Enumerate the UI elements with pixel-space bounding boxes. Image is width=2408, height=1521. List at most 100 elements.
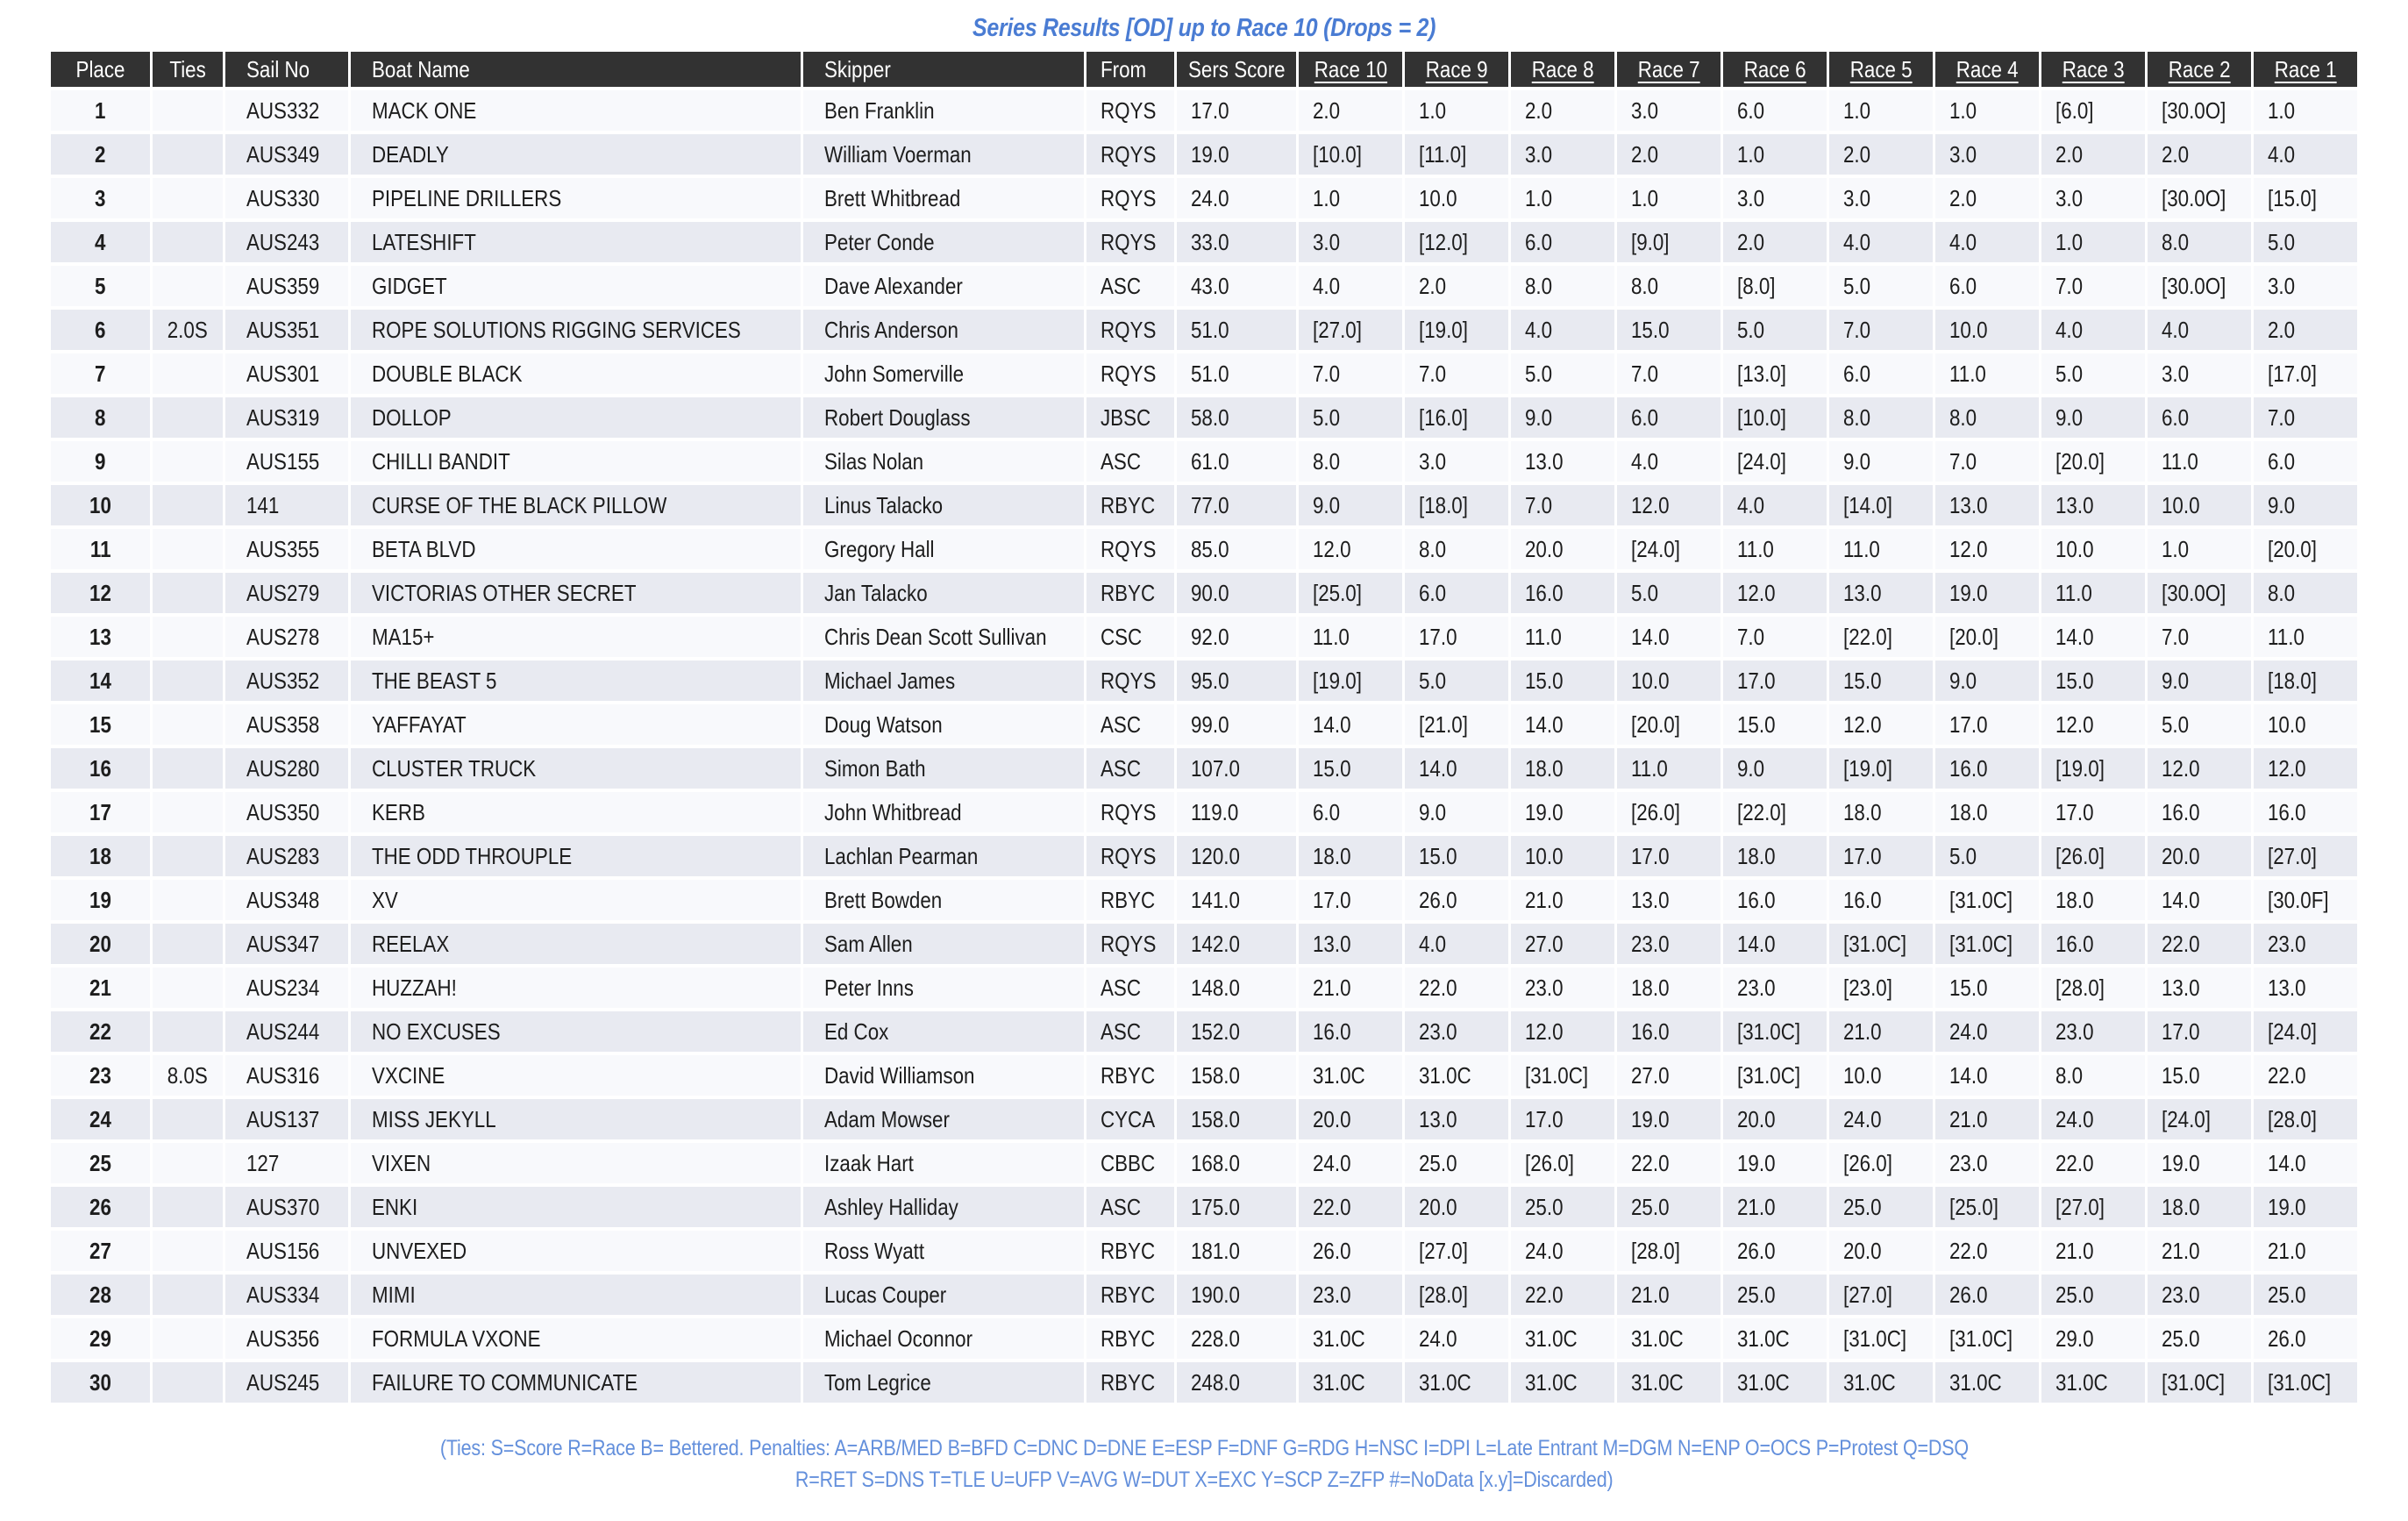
race-5-score-cell: 5.0: [1829, 266, 1934, 306]
race-score-value: 21.0: [2268, 1237, 2306, 1264]
race-3-link[interactable]: Race 3: [2062, 55, 2125, 82]
race-1-score-cell: 7.0: [2254, 397, 2358, 438]
race-2-score-cell: 16.0: [2148, 792, 2252, 832]
place-value: 5: [95, 272, 106, 299]
from-value: CBBC: [1101, 1149, 1156, 1176]
race-score-value: 24.0: [1313, 1149, 1351, 1176]
place-cell: 27: [50, 1231, 150, 1271]
race-9-score-cell: 31.0C: [1405, 1055, 1509, 1096]
race-5-score-cell: 11.0: [1829, 529, 1934, 569]
from-cell: RQYS: [1086, 90, 1175, 131]
skipper-value: Brett Whitbread: [824, 184, 961, 211]
race-5-link[interactable]: Race 5: [1849, 55, 1913, 82]
race-8-score-cell: 3.0: [1511, 134, 1615, 175]
race-6-link[interactable]: Race 6: [1743, 55, 1806, 82]
header-race-8: Race 8: [1511, 52, 1615, 87]
result-row: 10 141 CURSE OF THE BLACK PILLOW Linus Tala…: [50, 485, 2358, 525]
race-10-link[interactable]: Race 10: [1314, 55, 1387, 82]
boat-name-value: THE BEAST 5: [371, 667, 497, 694]
race-score-value: [30.0O]: [2162, 579, 2226, 606]
race-7-link[interactable]: Race 7: [1637, 55, 1700, 82]
race-9-link[interactable]: Race 9: [1425, 55, 1488, 82]
race-1-link[interactable]: Race 1: [2274, 55, 2337, 82]
race-9-score-cell: [28.0]: [1405, 1275, 1509, 1315]
race-2-score-cell: 4.0: [2148, 310, 2252, 350]
race-score-value: 15.0: [1631, 316, 1670, 343]
race-2-link[interactable]: Race 2: [2168, 55, 2231, 82]
race-score-value: 5.0: [1949, 842, 1977, 869]
race-score-value: [20.0]: [1949, 623, 1999, 650]
sers-score-value: 85.0: [1191, 535, 1229, 562]
race-6-score-cell: [31.0C]: [1723, 1011, 1827, 1052]
skipper-value: Michael Oconnor: [824, 1325, 973, 1352]
skipper-value: Jan Talacko: [824, 579, 928, 606]
race-10-score-cell: [25.0]: [1299, 573, 1403, 613]
race-7-score-cell: 13.0: [1617, 880, 1721, 920]
place-value: 17: [89, 798, 111, 825]
sers-score-value: 248.0: [1191, 1368, 1241, 1396]
race-6-score-cell: 15.0: [1723, 704, 1827, 745]
boat-name-value: KERB: [371, 798, 425, 825]
from-cell: RQYS: [1086, 222, 1175, 262]
sers-score-value: 141.0: [1191, 886, 1241, 913]
race-score-value: [27.0]: [1313, 316, 1363, 343]
race-score-value: 21.0: [1631, 1281, 1670, 1308]
race-4-link[interactable]: Race 4: [1956, 55, 2019, 82]
race-1-score-cell: 22.0: [2254, 1055, 2358, 1096]
sers-score-value: 175.0: [1191, 1193, 1241, 1220]
race-8-link[interactable]: Race 8: [1531, 55, 1594, 82]
from-value: ASC: [1101, 272, 1142, 299]
race-10-score-cell: 1.0: [1299, 178, 1403, 218]
race-score-value: 19.0: [1737, 1149, 1776, 1176]
sail-no-value: AUS352: [246, 667, 320, 694]
from-cell: RQYS: [1086, 924, 1175, 964]
race-2-score-cell: 7.0: [2148, 617, 2252, 657]
ties-cell: [152, 441, 223, 482]
race-10-score-cell: 14.0: [1299, 704, 1403, 745]
race-4-score-cell: 17.0: [1935, 704, 2040, 745]
place-cell: 2: [50, 134, 150, 175]
boat-name-value: MISS JEKYLL: [371, 1105, 496, 1132]
race-10-score-cell: 3.0: [1299, 222, 1403, 262]
sail-no-cell: AUS332: [224, 90, 348, 131]
race-3-score-cell: [28.0]: [2041, 968, 2146, 1008]
race-score-value: 9.0: [1949, 667, 1977, 694]
place-cell: 20: [50, 924, 150, 964]
place-cell: 29: [50, 1318, 150, 1359]
race-2-score-cell: 9.0: [2148, 661, 2252, 701]
boat-name-value: MACK ONE: [371, 96, 477, 124]
sail-no-cell: AUS137: [224, 1099, 348, 1139]
boat-name-value: UNVEXED: [371, 1237, 467, 1264]
race-3-score-cell: [19.0]: [2041, 748, 2146, 789]
race-1-score-cell: [30.0F]: [2254, 880, 2358, 920]
sail-no-cell: AUS347: [224, 924, 348, 964]
from-cell: ASC: [1086, 968, 1175, 1008]
race-10-score-cell: 12.0: [1299, 529, 1403, 569]
race-score-value: 8.0: [1843, 403, 1871, 431]
race-2-score-cell: 23.0: [2148, 1275, 2252, 1315]
race-score-value: 16.0: [1737, 886, 1776, 913]
race-score-value: 31.0C: [1737, 1325, 1790, 1352]
race-10-score-cell: 17.0: [1299, 880, 1403, 920]
race-10-score-cell: 31.0C: [1299, 1318, 1403, 1359]
skipper-value: Peter Conde: [824, 228, 935, 255]
race-score-value: 22.0: [1313, 1193, 1351, 1220]
header-label: Sail No: [246, 55, 310, 82]
race-score-value: [9.0]: [1631, 228, 1670, 255]
place-value: 10: [89, 491, 111, 518]
result-row: 29 AUS356 FORMULA VXONE Michael Oconnor RBYC…: [50, 1318, 2358, 1359]
race-score-value: 5.0: [2055, 360, 2084, 387]
boat-name-value: VIXEN: [371, 1149, 431, 1176]
race-2-score-cell: 6.0: [2148, 397, 2252, 438]
result-row: 7 AUS301 DOUBLE BLACK John Somerville RQYS 51…: [50, 353, 2358, 394]
race-8-score-cell: 22.0: [1511, 1275, 1615, 1315]
race-score-value: 2.0: [1949, 184, 1977, 211]
place-cell: 7: [50, 353, 150, 394]
race-score-value: 4.0: [2055, 316, 2084, 343]
skipper-cell: Brett Bowden: [803, 880, 1085, 920]
race-7-score-cell: 12.0: [1617, 485, 1721, 525]
race-score-value: 20.0: [2162, 842, 2200, 869]
result-row: 1 AUS332 MACK ONE Ben Franklin RQYS 17.0 2.0 1.…: [50, 90, 2358, 131]
boat-name-value: FORMULA VXONE: [371, 1325, 541, 1352]
race-score-value: [18.0]: [2268, 667, 2318, 694]
